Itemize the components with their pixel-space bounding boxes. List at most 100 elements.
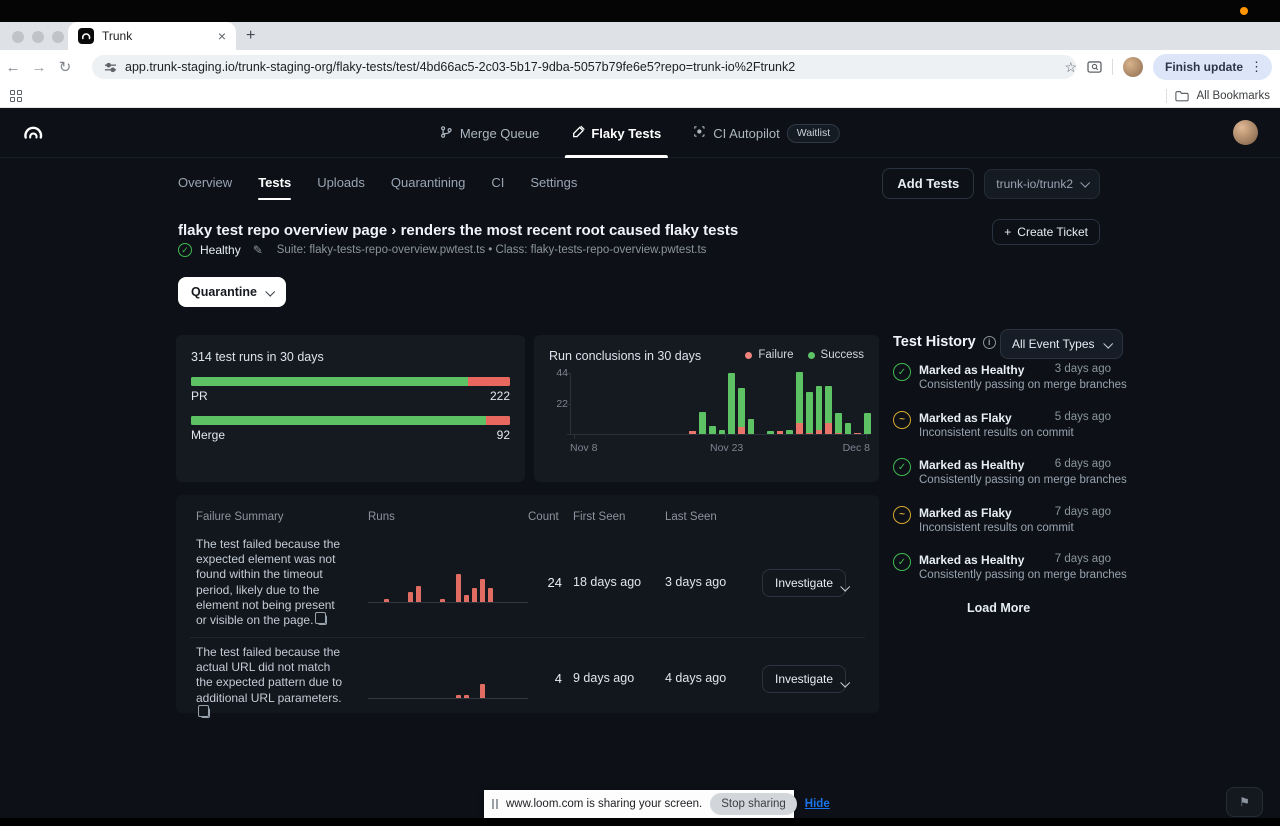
user-avatar[interactable]	[1233, 120, 1258, 145]
repo-selector[interactable]: trunk-io/trunk2	[984, 168, 1100, 199]
nav-item-ci-autopilot[interactable]: CI Autopilot Waitlist	[684, 108, 849, 158]
apps-grid-icon[interactable]	[10, 90, 22, 102]
edit-icon[interactable]: ✎	[252, 243, 263, 257]
copy-icon[interactable]	[315, 612, 328, 626]
reload-icon[interactable]: ↻	[58, 59, 72, 76]
maximize-window-icon[interactable]	[52, 31, 64, 43]
bookmark-star-icon[interactable]: ☆	[1064, 58, 1077, 75]
bar-value: 222	[489, 389, 510, 403]
site-info-icon[interactable]	[104, 61, 117, 74]
day-bar	[747, 418, 755, 434]
add-tests-button[interactable]: Add Tests	[882, 168, 975, 199]
success-segment	[191, 416, 486, 425]
col-last-seen: Last Seen	[665, 511, 717, 523]
tab-uploads[interactable]: Uploads	[317, 175, 365, 190]
load-more-button[interactable]: Load More	[967, 601, 1031, 615]
legend-label: Failure	[758, 349, 794, 361]
investigate-button[interactable]: Investigate	[762, 569, 847, 597]
info-icon[interactable]: i	[982, 335, 996, 349]
browser-tab[interactable]: Trunk ×	[68, 22, 236, 50]
expand-row-chevron-icon[interactable]	[840, 578, 851, 596]
forward-icon[interactable]: →	[31, 58, 47, 76]
test-history-label: Test History	[893, 334, 976, 350]
back-icon[interactable]: ←	[5, 58, 21, 76]
timeline-event: ✓ Marked as Healthy 6 days ago Consistently…	[893, 458, 1127, 486]
success-segment	[191, 377, 469, 386]
quarantine-label: Quarantine	[191, 285, 257, 299]
x-tick-nov23: Nov 23	[710, 442, 744, 454]
tab-search-icon[interactable]	[1087, 60, 1102, 74]
event-type-filter[interactable]: All Event Types	[1000, 329, 1123, 359]
col-runs: Runs	[368, 511, 395, 523]
browser-profile-avatar[interactable]	[1123, 57, 1143, 77]
tab-settings[interactable]: Settings	[530, 175, 578, 190]
nav-item-flaky-tests[interactable]: Flaky Tests	[562, 108, 670, 158]
investigate-button[interactable]: Investigate	[762, 665, 847, 693]
new-tab-button[interactable]: +	[246, 27, 256, 44]
trunk-favicon-icon	[78, 28, 94, 44]
test-runs-card: 314 test runs in 30 days PR 222 Merge 92	[176, 335, 525, 482]
nav-item-label: Flaky Tests	[591, 125, 662, 141]
window-controls[interactable]	[12, 31, 64, 43]
event-subtitle: Inconsistent results on commit	[919, 426, 1074, 439]
y-tick-44: 44	[556, 367, 568, 379]
hide-banner-link[interactable]: Hide	[804, 798, 830, 810]
event-title: Marked as Flaky	[919, 505, 1012, 520]
count-cell: 24	[547, 575, 562, 590]
trunk-logo-icon[interactable]	[22, 121, 44, 148]
timeline-event: ✓ Marked as Healthy 3 days ago Consistently…	[893, 363, 1127, 391]
table-header: Failure Summary Runs Count First Seen La…	[176, 503, 879, 529]
tab-quarantining[interactable]: Quarantining	[390, 175, 466, 190]
close-window-icon[interactable]	[12, 31, 24, 43]
tab-close-icon[interactable]: ×	[217, 28, 226, 44]
run-conclusions-plot: 44 22	[556, 367, 871, 435]
all-bookmarks-button[interactable]: All Bookmarks	[1196, 90, 1271, 102]
x-tick-nov8: Nov 8	[570, 442, 598, 454]
minimize-window-icon[interactable]	[32, 31, 44, 43]
day-bar	[834, 412, 842, 434]
x-tick-dec8: Dec 8	[842, 442, 870, 454]
pause-icon	[492, 799, 498, 809]
event-subtitle: Consistently passing on merge branches	[919, 474, 1127, 486]
screen-recording-indicator-icon	[1240, 7, 1248, 15]
finish-update-button[interactable]: Finish update ⋮	[1153, 54, 1272, 80]
create-ticket-button[interactable]: + Create Ticket	[992, 219, 1100, 245]
tab-ci[interactable]: CI	[491, 175, 505, 190]
secondary-nav: Overview Tests Uploads Quarantining CI Settin…	[178, 175, 577, 200]
day-bar	[796, 372, 803, 434]
event-title: Marked as Flaky	[919, 410, 1012, 425]
table-row: The test failed because the expected ele…	[176, 529, 879, 637]
copy-icon[interactable]	[198, 704, 210, 718]
legend-label: Success	[820, 349, 864, 361]
day-bar	[689, 431, 697, 434]
app-header: Merge Queue Flaky Tests CI Autopilot Waitli…	[0, 108, 1280, 158]
legend-item-success: Success	[807, 349, 864, 361]
page-title: flaky test repo overview page › renders …	[178, 222, 739, 239]
col-failure-summary: Failure Summary	[196, 511, 284, 523]
nav-item-merge-queue[interactable]: Merge Queue	[431, 108, 549, 158]
browser-menu-icon[interactable]: ⋮	[1250, 59, 1263, 74]
event-title: Marked as Healthy	[919, 553, 1025, 567]
legend-dot-icon	[745, 351, 753, 359]
bookmarks-separator	[1165, 89, 1167, 103]
healthy-check-icon: ✓	[178, 243, 192, 257]
tab-tests[interactable]: Tests	[258, 175, 292, 200]
stop-sharing-button[interactable]: Stop sharing	[710, 793, 797, 815]
quarantine-button[interactable]: Quarantine	[178, 277, 286, 307]
address-bar[interactable]: app.trunk-staging.io/trunk-staging-org/f…	[92, 55, 1076, 79]
flask-icon	[571, 125, 585, 142]
chart-legend: Failure Success	[745, 349, 864, 361]
url-text[interactable]: app.trunk-staging.io/trunk-staging-org/f…	[125, 60, 796, 74]
chevron-down-icon	[1102, 338, 1113, 349]
healthy-check-icon: ✓	[893, 363, 911, 381]
feedback-flag-button[interactable]: ⚑	[1226, 787, 1263, 817]
mac-menubar	[0, 0, 1280, 22]
event-subtitle: Consistently passing on merge branches	[919, 569, 1127, 581]
expand-row-chevron-icon[interactable]	[840, 674, 851, 692]
bar-label: Merge	[191, 428, 226, 442]
tab-overview[interactable]: Overview	[178, 175, 233, 190]
legend-dot-icon	[807, 351, 815, 359]
stacked-bar	[191, 416, 510, 425]
count-cell: 4	[554, 671, 562, 686]
